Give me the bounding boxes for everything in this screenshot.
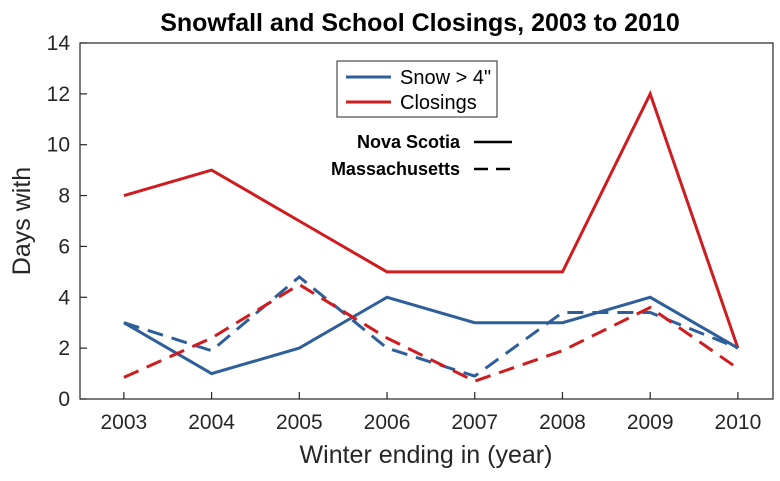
series-nova-scotia-snow bbox=[123, 295, 739, 376]
y-axis: 0 2 4 6 8 10 12 14 bbox=[47, 32, 87, 411]
series-layer bbox=[123, 90, 740, 383]
series-nova-scotia-closings bbox=[123, 90, 740, 349]
legend-label-closings: Closings bbox=[400, 92, 477, 114]
x-tick-label: 2006 bbox=[364, 411, 411, 434]
x-tick-label: 2003 bbox=[101, 411, 148, 434]
x-axis-label: Winter ending in (year) bbox=[300, 441, 553, 469]
x-tick-label: 2010 bbox=[715, 411, 762, 434]
legend-label-nova-scotia: Nova Scotia bbox=[357, 132, 461, 152]
y-tick-label: 4 bbox=[58, 286, 70, 309]
y-tick-label: 12 bbox=[47, 83, 70, 106]
x-tick-label: 2004 bbox=[188, 411, 235, 434]
y-tick-label: 8 bbox=[58, 185, 70, 208]
series-massachusetts-closings bbox=[123, 282, 739, 383]
x-tick-label: 2007 bbox=[451, 411, 498, 434]
y-axis-label: Days with bbox=[8, 167, 36, 275]
x-tick-label: 2009 bbox=[627, 411, 674, 434]
y-tick-label: 0 bbox=[58, 388, 70, 411]
y-tick-label: 2 bbox=[58, 337, 70, 360]
x-axis: 2003 2004 2005 2006 2007 2008 2009 2010 bbox=[101, 392, 762, 434]
y-tick-label: 14 bbox=[47, 32, 71, 55]
y-tick-label: 10 bbox=[47, 134, 70, 157]
x-tick-label: 2008 bbox=[539, 411, 586, 434]
x-tick-label: 2005 bbox=[276, 411, 323, 434]
chart-title: Snowfall and School Closings, 2003 to 20… bbox=[160, 9, 680, 37]
legend: Snow > 4" Closings Nova Scotia Massachus… bbox=[331, 60, 512, 179]
legend-label-massachusetts: Massachusetts bbox=[331, 159, 460, 179]
legend-label-snow: Snow > 4" bbox=[400, 67, 491, 89]
series-massachusetts-snow bbox=[123, 274, 739, 378]
legend-box bbox=[336, 60, 498, 118]
y-tick-label: 6 bbox=[58, 235, 70, 258]
